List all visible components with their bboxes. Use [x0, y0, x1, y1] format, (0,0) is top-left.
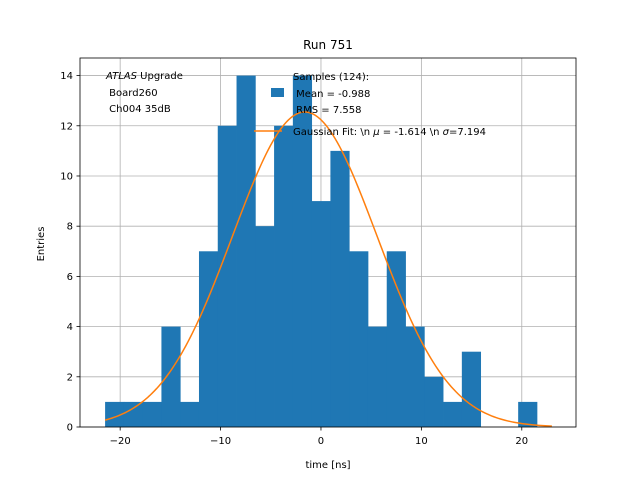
- y-tick-label: 4: [67, 322, 73, 333]
- histogram-bar: [518, 401, 538, 427]
- chart-title: Run 751: [303, 38, 353, 52]
- y-tick-label: 2: [67, 372, 73, 383]
- y-tick-label: 10: [60, 171, 73, 182]
- legend-samples-title: Samples (124):: [293, 72, 369, 83]
- legend-fit-suffix: =7.194: [449, 127, 486, 138]
- legend-fit-label: Gaussian Fit: \n μ = -1.614 \n σ=7.194: [293, 127, 486, 138]
- atlas-annotation: ATLAS Upgrade Board260 Ch004 35dB: [105, 71, 183, 115]
- y-tick-label: 0: [67, 423, 73, 434]
- histogram-bar: [330, 150, 350, 427]
- legend-fit-mu: μ: [372, 127, 379, 138]
- histogram-bar: [274, 125, 294, 427]
- x-tick-label: 0: [318, 436, 324, 447]
- histogram-bar: [386, 251, 406, 427]
- y-axis-label: Entries: [36, 227, 47, 262]
- atlas-italic: ATLAS: [105, 71, 138, 82]
- histogram-bar: [198, 251, 219, 427]
- legend-samples-rms: RMS = 7.558: [293, 105, 361, 116]
- histogram-bar: [311, 201, 331, 427]
- x-tick-label: 10: [415, 436, 428, 447]
- legend-samples-swatch: [271, 88, 284, 97]
- legend-fit-mid: = -1.614 \n: [380, 127, 443, 138]
- histogram-bars: [105, 75, 538, 428]
- plot-frame: [79, 57, 577, 428]
- histogram-bar: [180, 401, 200, 427]
- y-tick-label: 12: [60, 121, 73, 132]
- histogram-bar: [292, 75, 313, 428]
- x-axis-label: time [ns]: [305, 460, 350, 471]
- legend-samples-mean: Mean = -0.988: [293, 89, 370, 100]
- histogram-bar: [161, 326, 181, 427]
- board-label: Board260: [106, 88, 158, 99]
- histogram-bar: [236, 75, 256, 428]
- x-tick-label: −10: [210, 436, 231, 447]
- histogram-bar: [367, 326, 388, 427]
- legend: Samples (124): Mean = -0.988 RMS = 7.558…: [254, 72, 486, 138]
- channel-label: Ch004 35dB: [106, 104, 171, 115]
- histogram-bar: [255, 226, 275, 427]
- histogram-bar: [142, 401, 162, 427]
- gaussian-fit-curve: [104, 111, 552, 427]
- atlas-upgrade: Upgrade: [137, 71, 183, 82]
- histogram-bar: [443, 401, 463, 427]
- fit-curve-group: [104, 111, 552, 427]
- x-tick-label: −20: [110, 436, 131, 447]
- histogram-bar: [424, 376, 444, 427]
- y-tick-label: 8: [67, 222, 73, 233]
- histogram-bar: [217, 125, 237, 427]
- legend-fit-prefix: Gaussian Fit: \n: [293, 127, 373, 138]
- legend-fit-sigma: σ: [443, 127, 450, 138]
- histogram-bar: [349, 251, 369, 427]
- histogram-bar: [105, 401, 125, 427]
- axes: −20 −10 0 10 20 0 2 4 6 8 10 12 14: [60, 57, 577, 447]
- x-tick-label: 20: [515, 436, 528, 447]
- atlas-label: ATLAS Upgrade: [105, 71, 183, 82]
- y-tick-label: 6: [67, 272, 73, 283]
- histogram-bar: [405, 326, 425, 427]
- histogram-bar: [461, 351, 482, 427]
- y-tick-label: 14: [60, 71, 73, 82]
- histogram-bar: [123, 401, 144, 427]
